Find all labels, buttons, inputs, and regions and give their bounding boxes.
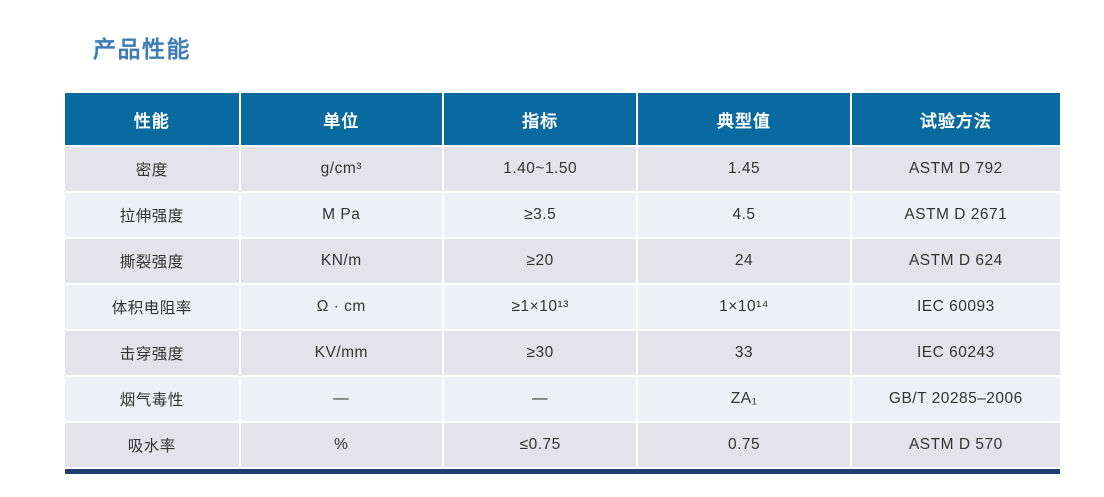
table-cell: 1.40~1.50 [443,147,637,191]
table-cell: % [240,423,442,467]
table-cell: 1.45 [638,147,850,191]
table-cell: KV/mm [240,331,442,375]
page: 产品性能 性能 单位 指标 典型值 试验方法 密度 g/cm³ 1.40~1.50 1.45 AS… [0,30,1104,474]
table-bottom-rule [65,469,1060,474]
table-cell: IEC 60243 [851,331,1060,375]
table-cell: 烟气毒性 [65,377,239,421]
table-cell: ≥1×10¹³ [443,285,637,329]
performance-table: 性能 单位 指标 典型值 试验方法 密度 g/cm³ 1.40~1.50 1.45 ASTM D … [65,93,1060,467]
table-cell: ≤0.75 [443,423,637,467]
table-cell: M Pa [240,193,442,237]
table-cell: 吸水率 [65,423,239,467]
column-header: 单位 [240,93,442,145]
table-cell: ≥20 [443,239,637,283]
column-header: 性能 [65,93,239,145]
column-header: 指标 [443,93,637,145]
table-wrap: 性能 单位 指标 典型值 试验方法 密度 g/cm³ 1.40~1.50 1.45 ASTM D … [65,93,1060,474]
table-cell: ≥30 [443,331,637,375]
table-cell: 密度 [65,147,239,191]
table-cell: ZA₁ [638,377,850,421]
table-cell: 体积电阻率 [65,285,239,329]
table-cell: 4.5 [638,193,850,237]
table-cell: ASTM D 624 [851,239,1060,283]
table-cell: 33 [638,331,850,375]
table-cell: 24 [638,239,850,283]
table-cell: g/cm³ [240,147,442,191]
table-cell: GB/T 20285–2006 [851,377,1060,421]
column-header: 典型值 [638,93,850,145]
table-cell: 0.75 [638,423,850,467]
table-cell: Ω · cm [240,285,442,329]
table-cell: ASTM D 792 [851,147,1060,191]
table-cell: IEC 60093 [851,285,1060,329]
table-cell: 拉伸强度 [65,193,239,237]
page-title: 产品性能 [93,36,191,62]
table-cell: ASTM D 2671 [851,193,1060,237]
table-cell: 1×10¹⁴ [638,285,850,329]
table-cell: ≥3.5 [443,193,637,237]
table-cell: 撕裂强度 [65,239,239,283]
table-cell: — [240,377,442,421]
table-cell: KN/m [240,239,442,283]
table-cell: ASTM D 570 [851,423,1060,467]
table-cell: — [443,377,637,421]
table-cell: 击穿强度 [65,331,239,375]
column-header: 试验方法 [851,93,1060,145]
